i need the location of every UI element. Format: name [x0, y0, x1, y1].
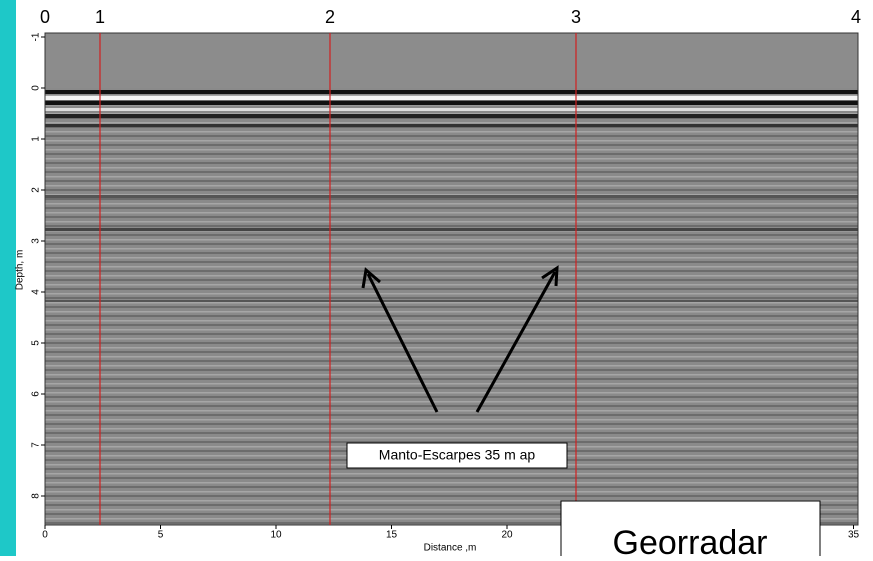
edge — [0, 0, 16, 556]
y-tick-label: 6 — [31, 391, 42, 397]
y-tick-label: 7 — [31, 442, 42, 448]
x-tick-label: 0 — [42, 530, 48, 541]
annotation: Manto-Escarpes 35 m ap — [379, 447, 536, 463]
x-tick-label: 10 — [270, 530, 282, 541]
section-marker: 1 — [95, 7, 105, 27]
x-tick-label: 5 — [158, 530, 164, 541]
y-axis-label: Depth, m — [15, 250, 26, 291]
section-lines — [99, 33, 577, 525]
air-band — [45, 33, 858, 88]
caption: Georradar — [613, 524, 768, 556]
arrows — [361, 265, 559, 413]
x-tick-label: 20 — [501, 530, 513, 541]
y-tick-label: 5 — [31, 340, 42, 346]
plot-frame — [44, 32, 859, 526]
x-tick-label: 35 — [848, 530, 860, 541]
caption-box — [560, 500, 821, 561]
x-axis-label: Distance ,m — [424, 543, 477, 554]
section-marker: 3 — [571, 7, 581, 27]
y-tick-label: 3 — [31, 238, 42, 244]
y-tick-label: 4 — [31, 289, 42, 295]
section-marker: 2 — [325, 7, 335, 27]
annotation-box — [346, 442, 568, 469]
section-marker: 4 — [851, 7, 861, 27]
section-marker: 0 — [40, 7, 50, 27]
surface-reflection — [45, 90, 858, 302]
y-tick-label: -1 — [31, 32, 42, 41]
y-tick-label: 2 — [31, 187, 42, 193]
y-tick-label: 8 — [31, 493, 42, 499]
y-tick-label: 0 — [31, 85, 42, 91]
y-tick-label: 1 — [31, 136, 42, 142]
x-tick-label: 15 — [386, 530, 398, 541]
